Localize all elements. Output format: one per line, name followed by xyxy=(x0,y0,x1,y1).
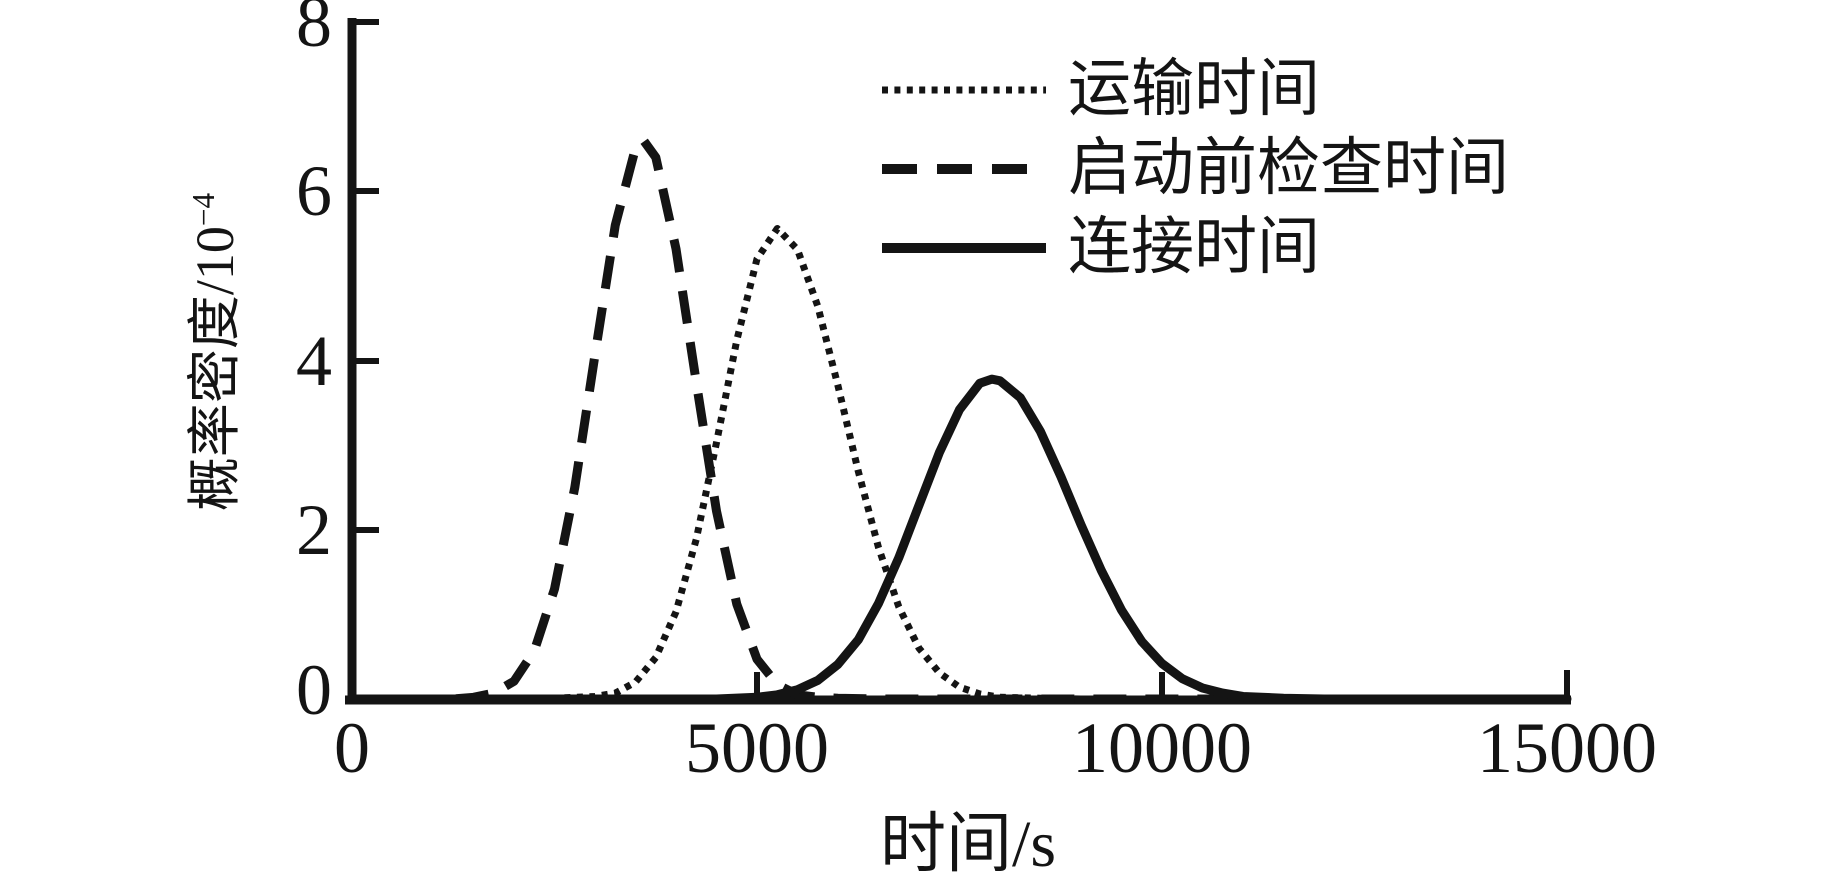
curve-transport-time xyxy=(352,225,1567,703)
x-tick-label-10000: 10000 xyxy=(1072,708,1252,788)
y-tick-label-6: 6 xyxy=(296,151,332,231)
legend-item-prestart-check-time: 启动前检查时间 xyxy=(880,129,1509,208)
curve-connection-time xyxy=(347,374,1572,704)
curve-prestart-check-time xyxy=(352,136,1567,704)
y-tick-label-2: 2 xyxy=(296,490,332,570)
dotted-line-swatch-icon xyxy=(882,86,1046,93)
legend-item-connection-time: 连接时间 xyxy=(880,208,1509,287)
y-tick-label-8: 8 xyxy=(296,0,332,62)
x-tick-label-5000: 5000 xyxy=(685,708,829,788)
y-axis-title-base: 概率密度/10 xyxy=(185,226,245,512)
x-axis-title: 时间/s xyxy=(879,808,1057,879)
legend-item-transport-time: 运输时间 xyxy=(880,50,1509,129)
x-tick-label-15000: 15000 xyxy=(1477,708,1657,788)
dashed-line-swatch-icon xyxy=(882,163,1046,174)
legend-label-connection-time: 连接时间 xyxy=(1068,212,1320,282)
y-tick-label-0: 0 xyxy=(296,650,332,730)
y-axis-title: 概率密度/10−4 xyxy=(162,72,246,632)
legend-label-transport-time: 运输时间 xyxy=(1068,54,1320,124)
y-tick-label-4: 4 xyxy=(296,321,332,401)
legend-label-prestart-check-time: 启动前检查时间 xyxy=(1068,133,1509,203)
solid-line-swatch-icon xyxy=(882,242,1046,253)
x-tick-label-0: 0 xyxy=(334,708,370,788)
y-axis-title-exponent: −4 xyxy=(186,192,221,227)
legend: 运输时间 启动前检查时间 连接时间 xyxy=(880,50,1509,287)
